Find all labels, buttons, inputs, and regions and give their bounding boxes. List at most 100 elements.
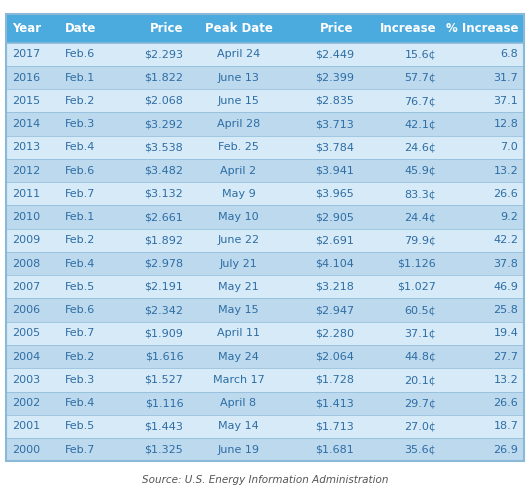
Text: 7.0: 7.0 [501, 142, 518, 152]
Text: Feb.4: Feb.4 [65, 142, 95, 152]
Text: April 2: April 2 [220, 166, 257, 176]
Text: $1.413: $1.413 [315, 398, 354, 408]
Text: $1.713: $1.713 [315, 422, 354, 432]
Text: $3.132: $3.132 [145, 189, 183, 199]
Text: 76.7¢: 76.7¢ [404, 96, 436, 106]
Text: 2013: 2013 [12, 142, 40, 152]
Bar [6, 113, 524, 136]
Text: $3.482: $3.482 [144, 166, 183, 176]
Text: 20.1¢: 20.1¢ [404, 375, 436, 385]
Bar [6, 66, 524, 89]
Text: $1.027: $1.027 [397, 282, 436, 292]
Text: 2017: 2017 [12, 49, 40, 60]
Text: 2004: 2004 [12, 352, 40, 362]
Text: 25.8: 25.8 [493, 305, 518, 315]
Bar [6, 415, 524, 438]
Text: 24.6¢: 24.6¢ [404, 142, 436, 152]
Text: 2012: 2012 [12, 166, 40, 176]
Text: $2.449: $2.449 [315, 49, 354, 60]
Bar [6, 182, 524, 205]
Text: $2.068: $2.068 [144, 96, 183, 106]
Text: $3.292: $3.292 [144, 119, 183, 129]
Text: Feb.6: Feb.6 [65, 49, 95, 60]
Text: 45.9¢: 45.9¢ [404, 166, 436, 176]
Text: April 11: April 11 [217, 328, 260, 338]
Text: $2.978: $2.978 [144, 258, 183, 269]
Bar [6, 136, 524, 159]
Text: 13.2: 13.2 [493, 375, 518, 385]
Text: Feb.6: Feb.6 [65, 305, 95, 315]
Text: Feb.1: Feb.1 [65, 72, 95, 82]
Text: May 10: May 10 [218, 212, 259, 222]
Text: 2006: 2006 [12, 305, 40, 315]
Text: $4.104: $4.104 [315, 258, 354, 269]
Text: $2.691: $2.691 [315, 235, 354, 246]
Text: June 19: June 19 [217, 444, 260, 455]
Text: May 9: May 9 [222, 189, 255, 199]
Text: $1.909: $1.909 [144, 328, 183, 338]
Text: 26.6: 26.6 [493, 189, 518, 199]
Text: 27.7: 27.7 [493, 352, 518, 362]
Text: 2001: 2001 [12, 422, 40, 432]
Text: $1.681: $1.681 [315, 444, 354, 455]
Text: $3.965: $3.965 [315, 189, 354, 199]
Bar [6, 14, 524, 43]
Text: 2000: 2000 [12, 444, 40, 455]
Text: $2.342: $2.342 [144, 305, 183, 315]
Text: 2014: 2014 [12, 119, 40, 129]
Text: Feb.2: Feb.2 [65, 235, 95, 246]
Text: Feb.7: Feb.7 [65, 444, 95, 455]
Text: $2.661: $2.661 [145, 212, 183, 222]
Text: Feb.5: Feb.5 [65, 422, 95, 432]
Text: $1.126: $1.126 [398, 258, 436, 269]
Text: 42.1¢: 42.1¢ [404, 119, 436, 129]
Text: $1.116: $1.116 [145, 398, 183, 408]
Text: 37.1: 37.1 [493, 96, 518, 106]
Text: 46.9: 46.9 [493, 282, 518, 292]
Text: $2.835: $2.835 [315, 96, 354, 106]
Text: 13.2: 13.2 [493, 166, 518, 176]
Text: 19.4: 19.4 [493, 328, 518, 338]
Text: Feb.3: Feb.3 [65, 375, 95, 385]
Text: $2.064: $2.064 [315, 352, 354, 362]
Text: Feb.1: Feb.1 [65, 212, 95, 222]
Bar [6, 43, 524, 66]
Text: 24.4¢: 24.4¢ [404, 212, 436, 222]
Text: April 28: April 28 [217, 119, 260, 129]
Text: Increase: Increase [379, 22, 436, 35]
Bar [6, 391, 524, 415]
Bar [6, 345, 524, 368]
Text: $3.538: $3.538 [145, 142, 183, 152]
Text: 12.8: 12.8 [493, 119, 518, 129]
Text: $1.527: $1.527 [144, 375, 183, 385]
Text: $1.616: $1.616 [145, 352, 183, 362]
Text: 2015: 2015 [12, 96, 40, 106]
Text: 2008: 2008 [12, 258, 40, 269]
Text: $3.713: $3.713 [315, 119, 354, 129]
Text: Feb.3: Feb.3 [65, 119, 95, 129]
Text: Feb.2: Feb.2 [65, 96, 95, 106]
Text: April 24: April 24 [217, 49, 260, 60]
Text: $2.905: $2.905 [315, 212, 354, 222]
Text: 37.8: 37.8 [493, 258, 518, 269]
Text: 27.0¢: 27.0¢ [404, 422, 436, 432]
Text: 83.3¢: 83.3¢ [404, 189, 436, 199]
Text: June 13: June 13 [218, 72, 260, 82]
Text: Price: Price [320, 22, 354, 35]
Bar [6, 89, 524, 113]
Text: 18.7: 18.7 [493, 422, 518, 432]
Text: 2010: 2010 [12, 212, 40, 222]
Text: 2007: 2007 [12, 282, 40, 292]
Text: Feb.7: Feb.7 [65, 189, 95, 199]
Text: $3.218: $3.218 [315, 282, 354, 292]
Text: % Increase: % Increase [446, 22, 518, 35]
Text: May 21: May 21 [218, 282, 259, 292]
Bar [6, 438, 524, 461]
Text: Feb.7: Feb.7 [65, 328, 95, 338]
Text: 2009: 2009 [12, 235, 40, 246]
Text: 42.2: 42.2 [493, 235, 518, 246]
Bar [6, 322, 524, 345]
Text: $2.399: $2.399 [315, 72, 354, 82]
Text: 26.9: 26.9 [493, 444, 518, 455]
Text: May 24: May 24 [218, 352, 259, 362]
